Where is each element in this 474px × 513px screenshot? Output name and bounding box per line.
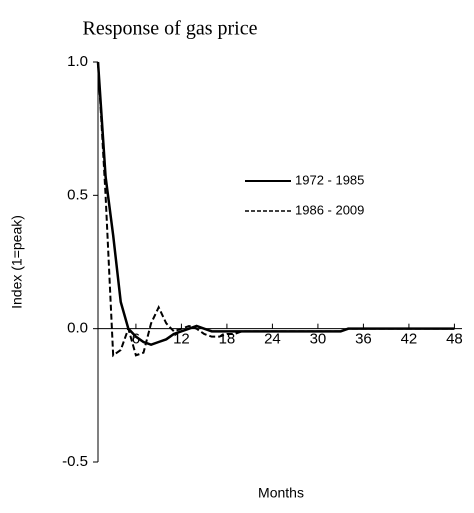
y-axis-label: Index (1=peak) bbox=[9, 215, 25, 309]
y-tick-label: -0.5 bbox=[62, 453, 88, 470]
series-line bbox=[97, 61, 455, 358]
y-tick-label: 1.0 bbox=[67, 53, 88, 70]
legend-label: 1986 - 2009 bbox=[295, 202, 364, 217]
series-line bbox=[96, 61, 455, 346]
legend-label: 1972 - 1985 bbox=[295, 172, 364, 187]
x-tick-label: 36 bbox=[355, 331, 372, 348]
x-tick-label: 12 bbox=[173, 331, 190, 348]
chart-title: Response of gas price bbox=[83, 18, 258, 40]
x-tick-label: 24 bbox=[264, 331, 281, 348]
y-tick-label: 0.5 bbox=[67, 186, 88, 203]
y-tick-label: 0.0 bbox=[67, 320, 88, 337]
x-tick-label: 30 bbox=[310, 331, 327, 348]
x-tick-label: 6 bbox=[132, 331, 140, 348]
x-axis-label: Months bbox=[258, 485, 304, 501]
x-tick-label: 48 bbox=[446, 331, 463, 348]
x-tick-label: 42 bbox=[401, 331, 418, 348]
